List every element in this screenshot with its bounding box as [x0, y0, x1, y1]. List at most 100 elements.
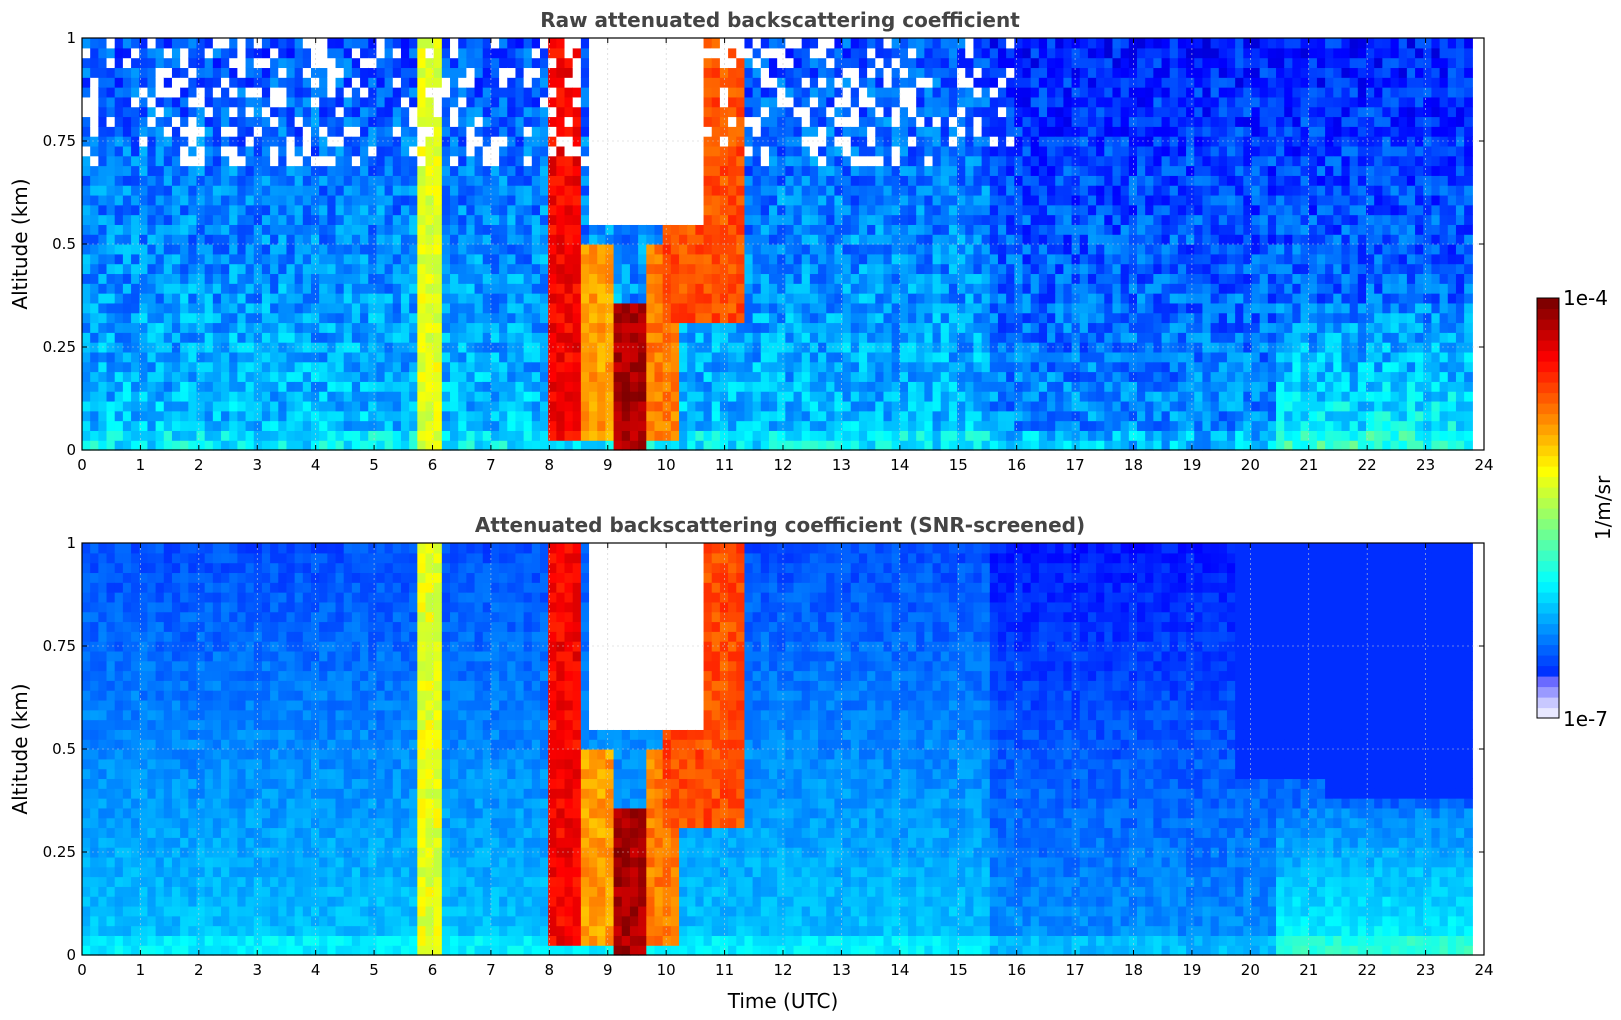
heatmap-cell [286, 371, 296, 382]
heatmap-cell [997, 67, 1007, 78]
heatmap-cell [163, 145, 173, 157]
heatmap-cell [646, 116, 656, 127]
heatmap-cell [777, 293, 786, 304]
heatmap-cell [916, 410, 925, 422]
heatmap-cell [368, 322, 378, 333]
heatmap-cell [294, 302, 304, 314]
heatmap-cell [139, 332, 149, 343]
heatmap-cell [98, 234, 108, 245]
heatmap-cell [728, 175, 737, 186]
heatmap-cell [1022, 47, 1032, 59]
heatmap-cell [155, 273, 165, 284]
heatmap-cell [294, 283, 304, 294]
heatmap-cell [728, 126, 737, 137]
heatmap-cell [973, 400, 983, 412]
heatmap-cell [310, 351, 320, 363]
heatmap-cell [654, 224, 664, 235]
heatmap-cell [458, 224, 467, 235]
heatmap-cell [360, 116, 369, 127]
heatmap-cell [883, 410, 893, 422]
heatmap-cell [286, 106, 296, 118]
heatmap-cell [670, 224, 680, 235]
heatmap-cell [466, 67, 476, 78]
heatmap-cell [523, 57, 533, 69]
heatmap-cell [90, 332, 99, 343]
heatmap-cell [343, 293, 353, 304]
heatmap-cell [638, 38, 647, 49]
heatmap-cell [654, 106, 664, 118]
heatmap-cell [605, 234, 615, 245]
heatmap-cell [327, 165, 337, 176]
heatmap-cell [646, 371, 656, 382]
heatmap-cell [482, 263, 492, 275]
heatmap-cell [90, 273, 99, 284]
heatmap-cell [490, 136, 500, 147]
heatmap-cell [801, 410, 811, 422]
heatmap-cell [580, 312, 590, 324]
heatmap-cell [744, 351, 754, 363]
heatmap-cell [793, 381, 803, 392]
heatmap-cell [695, 400, 705, 412]
heatmap-cell [139, 283, 149, 294]
heatmap-cell [654, 126, 664, 137]
heatmap-cell [204, 47, 214, 59]
heatmap-cell [801, 67, 811, 78]
heatmap-cell [768, 440, 778, 451]
heatmap-cell [793, 87, 803, 98]
heatmap-cell [335, 77, 345, 88]
heatmap-cell [180, 410, 189, 422]
heatmap-cell [441, 342, 451, 353]
heatmap-cell [589, 440, 598, 451]
heatmap-cell [899, 391, 909, 402]
heatmap-cell [310, 136, 320, 147]
heatmap-cell [278, 57, 288, 69]
heatmap-cell [556, 342, 566, 353]
heatmap-cell [981, 440, 991, 451]
heatmap-cell [343, 136, 353, 147]
heatmap-cell [752, 234, 762, 245]
heatmap-cell [793, 185, 803, 196]
heatmap-cell [752, 116, 762, 127]
heatmap-cell [777, 332, 786, 343]
heatmap-cell [916, 57, 925, 69]
heatmap-cell [867, 381, 876, 392]
heatmap-cell [981, 234, 991, 245]
heatmap-cell [507, 194, 517, 206]
heatmap-cell [1006, 440, 1015, 451]
heatmap-cell [531, 302, 541, 314]
heatmap-cell [163, 283, 173, 294]
heatmap-cell [458, 263, 467, 275]
heatmap-cell [499, 194, 508, 206]
heatmap-cell [793, 106, 803, 118]
heatmap-cell [973, 273, 983, 284]
heatmap-cell [368, 293, 378, 304]
heatmap-cell [646, 224, 656, 235]
heatmap-cell [703, 194, 713, 206]
heatmap-cell [1030, 302, 1040, 314]
heatmap-cell [196, 391, 206, 402]
heatmap-cell [891, 244, 901, 255]
heatmap-cell [662, 253, 672, 265]
heatmap-cell [662, 351, 672, 363]
heatmap-cell [818, 410, 827, 422]
heatmap-cell [180, 96, 189, 108]
heatmap-cell [384, 263, 394, 275]
heatmap-cell [580, 322, 590, 333]
heatmap-cell [662, 67, 672, 78]
heatmap-cell [229, 57, 238, 69]
heatmap-cell [654, 263, 664, 275]
heatmap-cell [818, 38, 827, 49]
heatmap-cell [450, 136, 459, 147]
heatmap-cell [989, 293, 999, 304]
heatmap-cell [450, 96, 459, 108]
heatmap-cell [932, 204, 942, 216]
heatmap-cell [270, 224, 279, 235]
heatmap-cell [834, 253, 844, 265]
heatmap-cell [90, 47, 99, 59]
heatmap-cell [163, 302, 173, 314]
heatmap-cell [1006, 410, 1015, 422]
heatmap-cell [417, 185, 427, 196]
heatmap-cell [646, 391, 656, 402]
heatmap-cell [654, 77, 664, 88]
heatmap-cell [229, 38, 238, 49]
